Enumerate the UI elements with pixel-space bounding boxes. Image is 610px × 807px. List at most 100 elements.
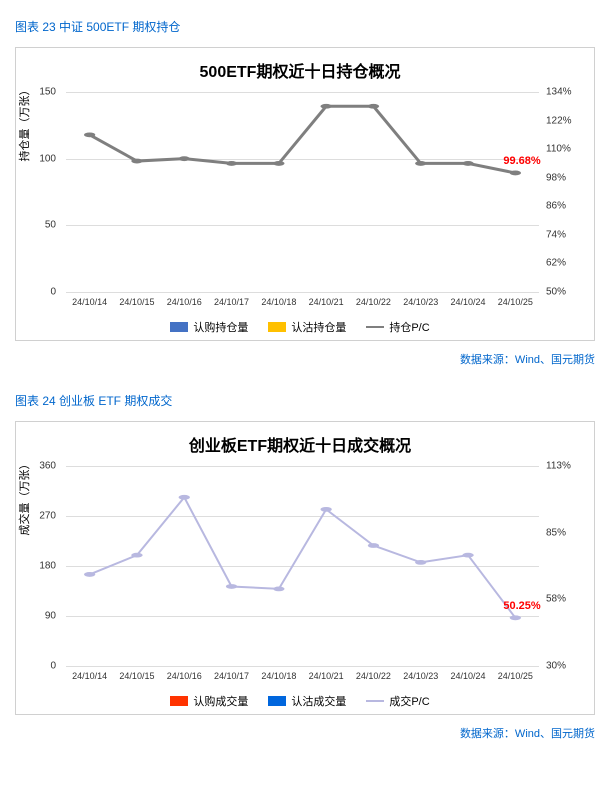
x-tick: 24/10/14	[66, 297, 113, 307]
legend-label: 持仓P/C	[389, 319, 429, 335]
annotation: 99.68%	[503, 155, 540, 167]
x-tick: 24/10/25	[492, 297, 539, 307]
chart-2-title: 创业板ETF期权近十日成交概况	[21, 432, 579, 456]
x-tick: 24/10/22	[350, 297, 397, 307]
bar-slot	[492, 466, 539, 666]
y-tick: 113%	[546, 461, 571, 472]
y-tick: 86%	[546, 201, 566, 212]
legend-item: 持仓P/C	[366, 319, 429, 335]
bar-slot	[350, 92, 397, 292]
legend-swatch	[268, 696, 286, 706]
x-tick: 24/10/23	[397, 671, 444, 681]
y-tick: 98%	[546, 172, 566, 183]
y-tick: 62%	[546, 258, 566, 269]
bar-slot	[208, 92, 255, 292]
x-tick: 24/10/16	[161, 671, 208, 681]
legend-item: 认购成交量	[170, 693, 248, 709]
grid-line	[66, 292, 539, 293]
x-tick: 24/10/15	[113, 297, 160, 307]
chart-1-plot: 持仓量（万张） 050100150 50%62%74%86%98%110%122…	[66, 92, 539, 292]
y-tick: 360	[39, 461, 56, 472]
bar-slot	[113, 92, 160, 292]
bar-slot	[255, 92, 302, 292]
x-tick: 24/10/17	[208, 671, 255, 681]
chart-1-y-axis-left: 050100150	[21, 92, 61, 292]
legend-item: 认沽成交量	[268, 693, 346, 709]
bar-slot	[208, 466, 255, 666]
y-tick: 270	[39, 511, 56, 522]
x-tick: 24/10/22	[350, 671, 397, 681]
x-tick: 24/10/24	[444, 297, 491, 307]
bar-slot	[492, 92, 539, 292]
bar-slot	[302, 466, 349, 666]
y-tick: 100	[39, 153, 56, 164]
y-tick: 50%	[546, 287, 566, 298]
chart-1-y-axis-right: 50%62%74%86%98%110%122%134%	[541, 92, 579, 292]
y-tick: 30%	[546, 661, 566, 672]
bar-slot	[444, 466, 491, 666]
y-tick: 0	[50, 287, 56, 298]
bar-slot	[113, 466, 160, 666]
legend-swatch	[170, 322, 188, 332]
figure-label-2: 图表 24 创业板 ETF 期权成交	[15, 392, 595, 409]
x-tick: 24/10/21	[302, 297, 349, 307]
chart-1-title: 500ETF期权近十日持仓概况	[21, 58, 579, 82]
bar-slot	[444, 92, 491, 292]
legend-item: 认沽持仓量	[268, 319, 346, 335]
y-tick: 58%	[546, 593, 566, 604]
bar-slot	[302, 92, 349, 292]
chart-1-legend: 认购持仓量 认沽持仓量 持仓P/C	[21, 319, 579, 335]
chart-2-y-axis-right: 30%58%85%113%	[541, 466, 579, 666]
x-tick: 24/10/18	[255, 297, 302, 307]
chart-2-y-axis-left: 090180270360	[21, 466, 61, 666]
legend-item: 认购持仓量	[170, 319, 248, 335]
x-tick: 24/10/18	[255, 671, 302, 681]
bar-slot	[397, 92, 444, 292]
chart-2-legend: 认购成交量 认沽成交量 成交P/C	[21, 693, 579, 709]
chart-1-bars	[66, 92, 539, 292]
chart-2-plot: 成交量（万张） 090180270360 30%58%85%113% 50.25…	[66, 466, 539, 666]
x-tick: 24/10/25	[492, 671, 539, 681]
x-tick: 24/10/21	[302, 671, 349, 681]
y-tick: 85%	[546, 528, 566, 539]
chart-1-container: 500ETF期权近十日持仓概况 持仓量（万张） 050100150 50%62%…	[15, 47, 595, 341]
y-tick: 50	[45, 220, 56, 231]
y-tick: 122%	[546, 115, 572, 126]
bar-slot	[66, 466, 113, 666]
bar-slot	[161, 466, 208, 666]
x-tick: 24/10/16	[161, 297, 208, 307]
legend-label: 认沽成交量	[291, 693, 346, 709]
bar-slot	[397, 466, 444, 666]
chart-2-bars	[66, 466, 539, 666]
y-tick: 74%	[546, 229, 566, 240]
legend-label: 认沽持仓量	[291, 319, 346, 335]
y-tick: 90	[45, 611, 56, 622]
x-tick: 24/10/14	[66, 671, 113, 681]
y-tick: 180	[39, 561, 56, 572]
annotation: 50.25%	[503, 600, 540, 612]
legend-item: 成交P/C	[366, 693, 429, 709]
x-tick: 24/10/23	[397, 297, 444, 307]
chart-2-container: 创业板ETF期权近十日成交概况 成交量（万张） 090180270360 30%…	[15, 421, 595, 715]
legend-swatch	[170, 696, 188, 706]
legend-label: 认购成交量	[193, 693, 248, 709]
y-tick: 134%	[546, 87, 572, 98]
chart-1-x-axis: 24/10/1424/10/1524/10/1624/10/1724/10/18…	[66, 297, 539, 307]
x-tick: 24/10/15	[113, 671, 160, 681]
y-tick: 110%	[546, 144, 571, 155]
chart-2-x-axis: 24/10/1424/10/1524/10/1624/10/1724/10/18…	[66, 671, 539, 681]
x-tick: 24/10/24	[444, 671, 491, 681]
legend-swatch	[268, 322, 286, 332]
legend-swatch	[366, 700, 384, 702]
y-tick: 150	[39, 87, 56, 98]
legend-label: 认购持仓量	[193, 319, 248, 335]
bar-slot	[350, 466, 397, 666]
grid-line	[66, 666, 539, 667]
bar-slot	[66, 92, 113, 292]
bar-slot	[255, 466, 302, 666]
bar-slot	[161, 92, 208, 292]
x-tick: 24/10/17	[208, 297, 255, 307]
legend-label: 成交P/C	[389, 693, 429, 709]
chart-1-source: 数据来源：Wind、国元期货	[15, 351, 595, 367]
figure-label-1: 图表 23 中证 500ETF 期权持仓	[15, 18, 595, 35]
